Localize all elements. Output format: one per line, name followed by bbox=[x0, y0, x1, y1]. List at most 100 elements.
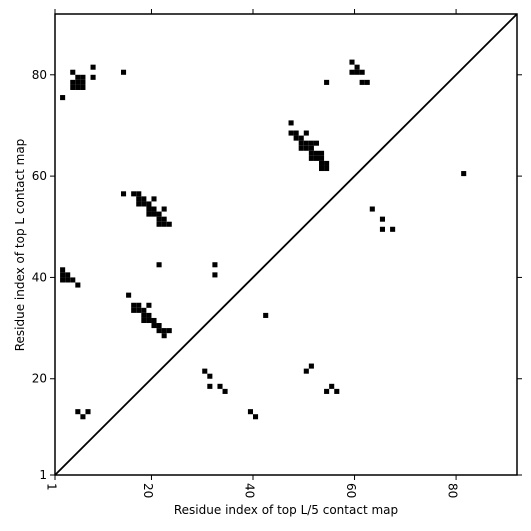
contact-cell bbox=[298, 140, 304, 146]
contact-cell bbox=[308, 363, 314, 369]
contact-cell bbox=[161, 221, 167, 227]
contact-cell bbox=[75, 79, 81, 85]
contact-cell bbox=[253, 414, 259, 420]
contact-cell bbox=[80, 84, 86, 90]
contact-cell bbox=[319, 150, 325, 156]
contact-cell bbox=[151, 196, 157, 202]
contact-cell bbox=[288, 120, 294, 126]
contact-cell bbox=[354, 69, 360, 75]
contact-cell bbox=[354, 64, 360, 70]
contact-cell bbox=[141, 201, 147, 207]
contact-cell bbox=[212, 272, 218, 278]
contact-cell bbox=[329, 383, 335, 389]
contact-cell bbox=[90, 64, 96, 70]
contact-cell bbox=[136, 196, 142, 202]
contact-cell bbox=[85, 409, 91, 415]
contact-cell bbox=[324, 388, 330, 394]
contact-cell bbox=[313, 140, 319, 146]
contact-cell bbox=[161, 328, 167, 334]
contact-cell bbox=[131, 302, 137, 308]
contact-cell bbox=[141, 307, 147, 313]
contact-cell bbox=[303, 368, 309, 374]
contact-cell bbox=[324, 165, 330, 172]
contact-cell bbox=[60, 95, 66, 101]
contact-cell bbox=[202, 368, 208, 374]
contact-cell bbox=[263, 312, 269, 318]
plot-frame bbox=[54, 13, 518, 476]
contact-cell bbox=[75, 409, 81, 415]
contact-cell bbox=[136, 191, 142, 197]
y-tick-label: 1 bbox=[39, 468, 47, 482]
contact-cell bbox=[313, 155, 319, 161]
contact-cell bbox=[156, 323, 162, 329]
contact-cell bbox=[60, 267, 66, 273]
x-tick-label: 40 bbox=[243, 483, 257, 498]
x-tick-label: 20 bbox=[141, 483, 155, 498]
contact-cell bbox=[60, 277, 66, 283]
contact-cell bbox=[141, 312, 147, 318]
contact-cell bbox=[349, 69, 355, 75]
contact-cell bbox=[131, 307, 137, 313]
contact-cell bbox=[308, 150, 314, 156]
contact-cell bbox=[80, 79, 86, 85]
contact-cell bbox=[461, 171, 467, 177]
contact-cell bbox=[303, 140, 309, 146]
contact-cell bbox=[151, 211, 157, 217]
contact-cell bbox=[359, 69, 365, 75]
contact-cell bbox=[313, 150, 319, 156]
contact-cell bbox=[319, 165, 325, 172]
contact-cell bbox=[75, 84, 81, 90]
contact-cell bbox=[70, 84, 76, 90]
contact-cell bbox=[136, 307, 142, 313]
contact-cell bbox=[146, 302, 152, 308]
contact-cell bbox=[161, 333, 167, 339]
contact-cell bbox=[247, 409, 253, 415]
contact-cell bbox=[90, 74, 96, 80]
contact-cell bbox=[146, 312, 152, 318]
contact-cell bbox=[308, 140, 314, 146]
contact-cell bbox=[146, 317, 152, 324]
contact-cell bbox=[390, 226, 396, 232]
contact-cell bbox=[65, 277, 71, 283]
contact-cell bbox=[166, 328, 172, 334]
contact-cell bbox=[298, 145, 304, 151]
contact-cell bbox=[80, 74, 86, 80]
contact-cell bbox=[349, 59, 355, 65]
contact-cell bbox=[80, 414, 86, 420]
contact-cell bbox=[136, 201, 142, 207]
contact-cell bbox=[298, 135, 304, 141]
contact-cell bbox=[121, 69, 127, 75]
contact-cell bbox=[364, 79, 370, 85]
contact-cell bbox=[151, 317, 157, 324]
contact-cell bbox=[75, 74, 81, 80]
y-tick-label: 20 bbox=[32, 372, 47, 386]
contact-cell bbox=[121, 191, 127, 197]
contact-cell bbox=[156, 216, 162, 222]
contact-cell bbox=[303, 130, 309, 136]
contact-cell bbox=[161, 206, 167, 212]
y-tick-label: 80 bbox=[32, 68, 47, 82]
y-tick-label: 60 bbox=[32, 169, 47, 183]
contact-cell bbox=[141, 317, 147, 324]
contact-cell bbox=[65, 272, 71, 278]
x-tick-label: 60 bbox=[344, 483, 358, 498]
x-axis-label: Residue index of top L/5 contact map bbox=[174, 503, 398, 517]
contact-cell bbox=[308, 155, 314, 161]
x-tick-label: 1 bbox=[45, 483, 59, 491]
contact-cell bbox=[146, 206, 152, 212]
contact-cell bbox=[151, 206, 157, 212]
contact-cell bbox=[324, 79, 330, 85]
contact-cell bbox=[75, 282, 81, 288]
contact-cell bbox=[146, 201, 152, 207]
y-axis-label: Residue index of top L contact map bbox=[13, 139, 27, 352]
contact-cell bbox=[126, 292, 132, 298]
contact-cell bbox=[207, 373, 213, 379]
x-tick-label: 80 bbox=[446, 483, 460, 498]
contact-cell bbox=[166, 221, 172, 227]
diagonal bbox=[54, 13, 518, 476]
contact-cell bbox=[131, 191, 137, 197]
contact-cell bbox=[136, 302, 142, 308]
contact-cell bbox=[60, 272, 66, 278]
contact-cell bbox=[70, 79, 76, 85]
